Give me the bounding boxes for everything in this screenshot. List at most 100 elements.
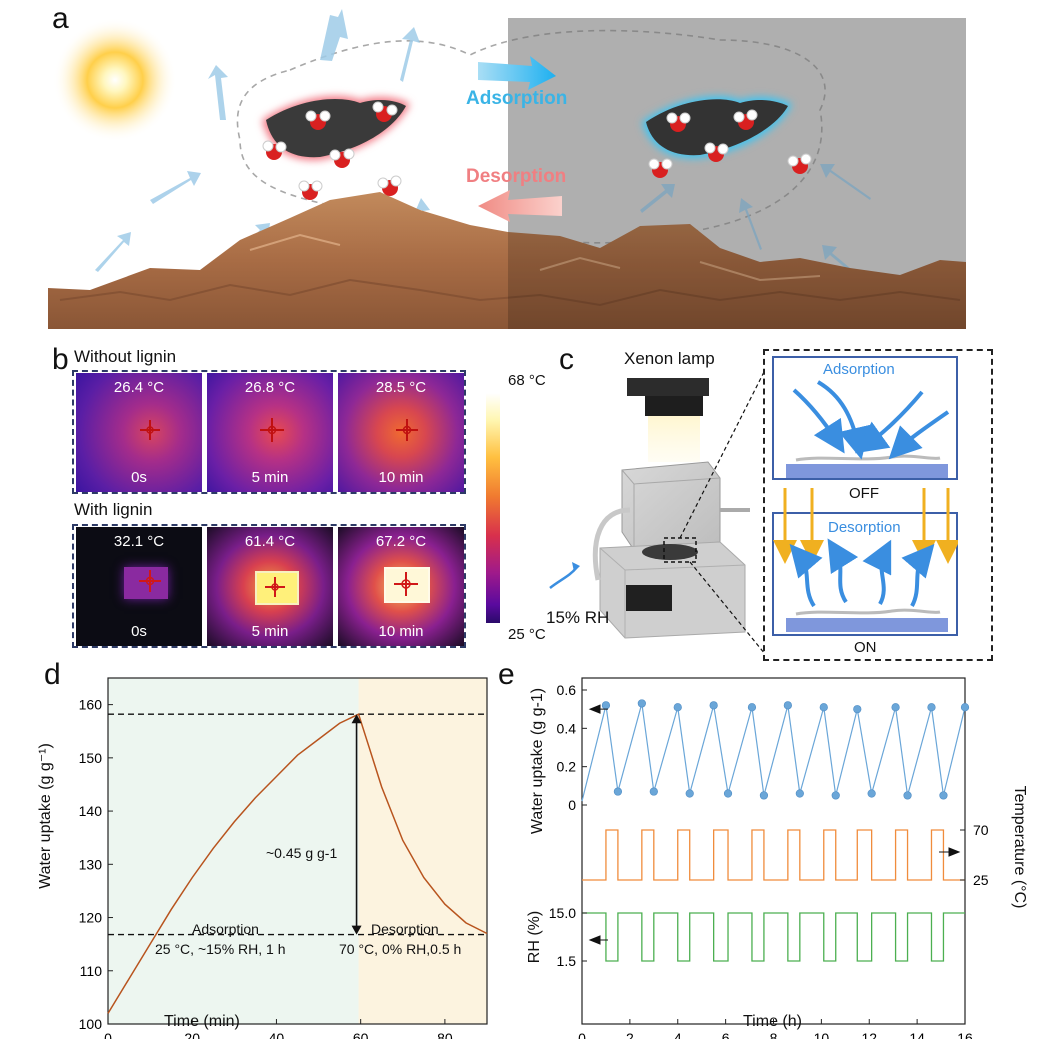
inset-desorption-label: Desorption xyxy=(828,519,901,536)
thermal-time: 5 min xyxy=(251,469,289,486)
off-label: OFF xyxy=(849,485,879,502)
thermal-image: 28.5 °C 10 min xyxy=(338,373,464,492)
airflow-arrow-icon xyxy=(549,567,577,589)
desorption-region-detail: 70 °C, 0% RH,0.5 h xyxy=(339,941,462,957)
x-tick-label: 8 xyxy=(770,1030,778,1039)
with-lignin-frame xyxy=(72,524,466,648)
y-tick-label: 1.5 xyxy=(557,953,577,969)
panel-label-b: b xyxy=(52,343,69,376)
y-tick-label: 110 xyxy=(80,963,103,979)
chart-e-water-ylabel: Water uptake (g g-1) xyxy=(529,687,546,835)
water-uptake-point xyxy=(795,789,804,798)
chart-d-ylabel: Water uptake (g g⁻¹) xyxy=(37,743,54,889)
sun-icon xyxy=(53,18,177,142)
region-band xyxy=(108,678,359,1024)
switch-arrows xyxy=(773,488,958,564)
right-tick-label: 70 xyxy=(973,822,989,838)
thermal-image: 26.8 °C 5 min xyxy=(207,373,333,492)
thermal-temp: 32.1 °C xyxy=(113,533,165,550)
thermal-temp: 28.5 °C xyxy=(375,379,427,396)
desorption-box xyxy=(772,512,958,636)
x-tick-label: 10 xyxy=(814,1030,830,1039)
water-uptake-point xyxy=(723,789,733,798)
desorption-arrow-icon xyxy=(478,190,562,222)
y-tick-label: 150 xyxy=(79,750,103,766)
air-tube xyxy=(592,507,631,581)
chamber xyxy=(621,461,721,551)
panel-label-d: d xyxy=(44,658,61,691)
right-axis-arrow xyxy=(939,847,961,857)
x-tick-label: 20 xyxy=(184,1030,200,1039)
water-uptake-point xyxy=(649,787,658,796)
xenon-lamp-label: Xenon lamp xyxy=(624,349,715,368)
without-lignin-title: Without lignin xyxy=(74,347,177,366)
y-tick-label: 0.4 xyxy=(557,720,577,736)
chart-e: 0 2 4 6 8 10 12 14 16 0 0.2 0.4 0.6 70 25 15.0 1.5 xyxy=(549,677,989,1039)
sample-pan xyxy=(642,544,698,560)
chart-d: 0 20 40 60 80 100 110 120 130 140 150 160 xyxy=(79,677,488,1039)
y-tick-label: 0.6 xyxy=(557,682,577,698)
water-uptake-point xyxy=(673,703,682,712)
on-label: ON xyxy=(854,639,877,656)
y-tick-label: 120 xyxy=(79,910,103,926)
chart-d-xlabel: Time (min) xyxy=(164,1013,240,1030)
balance-base xyxy=(599,541,746,639)
x-tick-label: 40 xyxy=(269,1030,285,1039)
adsorption-arrow-icon xyxy=(478,56,556,90)
x-tick-label: 6 xyxy=(722,1030,730,1039)
panel-label-a: a xyxy=(52,2,69,35)
thermal-time: 10 min xyxy=(378,469,424,486)
water-uptake-point xyxy=(709,701,718,710)
adsorption-region-label: Adsorption xyxy=(192,921,259,937)
water-uptake-point xyxy=(939,791,948,800)
chart-d-annotation: ~0.45 g g-1 xyxy=(266,845,338,861)
desorption-label: Desorption xyxy=(466,166,567,187)
x-tick-label: 60 xyxy=(353,1030,369,1039)
light-beam xyxy=(648,416,700,462)
without-lignin-frame xyxy=(72,370,466,494)
water-uptake-point xyxy=(903,791,912,800)
chart-e-xlabel: Time (h) xyxy=(743,1013,802,1030)
thermal-time: 5 min xyxy=(251,623,289,640)
water-uptake-point xyxy=(601,701,611,710)
uptake-curve xyxy=(107,713,488,1014)
inset-drawings xyxy=(773,380,958,632)
x-tick-label: 14 xyxy=(909,1030,925,1039)
desorption-arrows xyxy=(789,538,935,608)
y-tick-label: 140 xyxy=(79,803,103,819)
crosshair-icon xyxy=(260,418,284,442)
y-tick-label: 0 xyxy=(568,797,576,813)
chart-e-rh-ylabel: RH (%) xyxy=(526,910,543,964)
thermal-temp: 61.4 °C xyxy=(244,533,296,550)
right-tick-label: 25 xyxy=(973,872,989,888)
plot-frame xyxy=(107,677,488,1025)
thermal-image: 26.4 °C 0s xyxy=(76,373,202,492)
adsorption-region-detail: 25 °C, ~15% RH, 1 h xyxy=(155,941,286,957)
water-uptake-point xyxy=(831,791,840,800)
water-uptake-point xyxy=(685,789,694,798)
crosshair-icon xyxy=(139,570,161,592)
panel-label-e: e xyxy=(498,658,515,691)
rh-line xyxy=(582,912,965,962)
thermal-time: 0s xyxy=(131,623,147,640)
colorbar-max-label: 68 °C xyxy=(508,372,546,389)
thermal-time: 0s xyxy=(131,469,147,486)
water-uptake-point xyxy=(747,703,757,712)
adsorption-label: Adsorption xyxy=(466,88,568,109)
water-uptake-point xyxy=(759,791,769,800)
thermal-time: 10 min xyxy=(378,623,424,640)
panel-a-illustration xyxy=(48,9,966,329)
apparatus-illustration xyxy=(549,370,766,655)
x-tick-label: 80 xyxy=(437,1030,453,1039)
lamp-body xyxy=(645,396,703,416)
water-uptake-point xyxy=(819,703,828,712)
range-arrow-head-down xyxy=(351,925,362,935)
thermal-temp: 67.2 °C xyxy=(375,533,427,550)
sorbent-film-top xyxy=(786,464,948,478)
crosshair-icon xyxy=(394,572,418,596)
water-uptake-point xyxy=(960,703,970,712)
water-uptake-point xyxy=(637,699,646,708)
sorbent-hot xyxy=(262,96,410,161)
with-lignin-title: With lignin xyxy=(74,500,153,519)
